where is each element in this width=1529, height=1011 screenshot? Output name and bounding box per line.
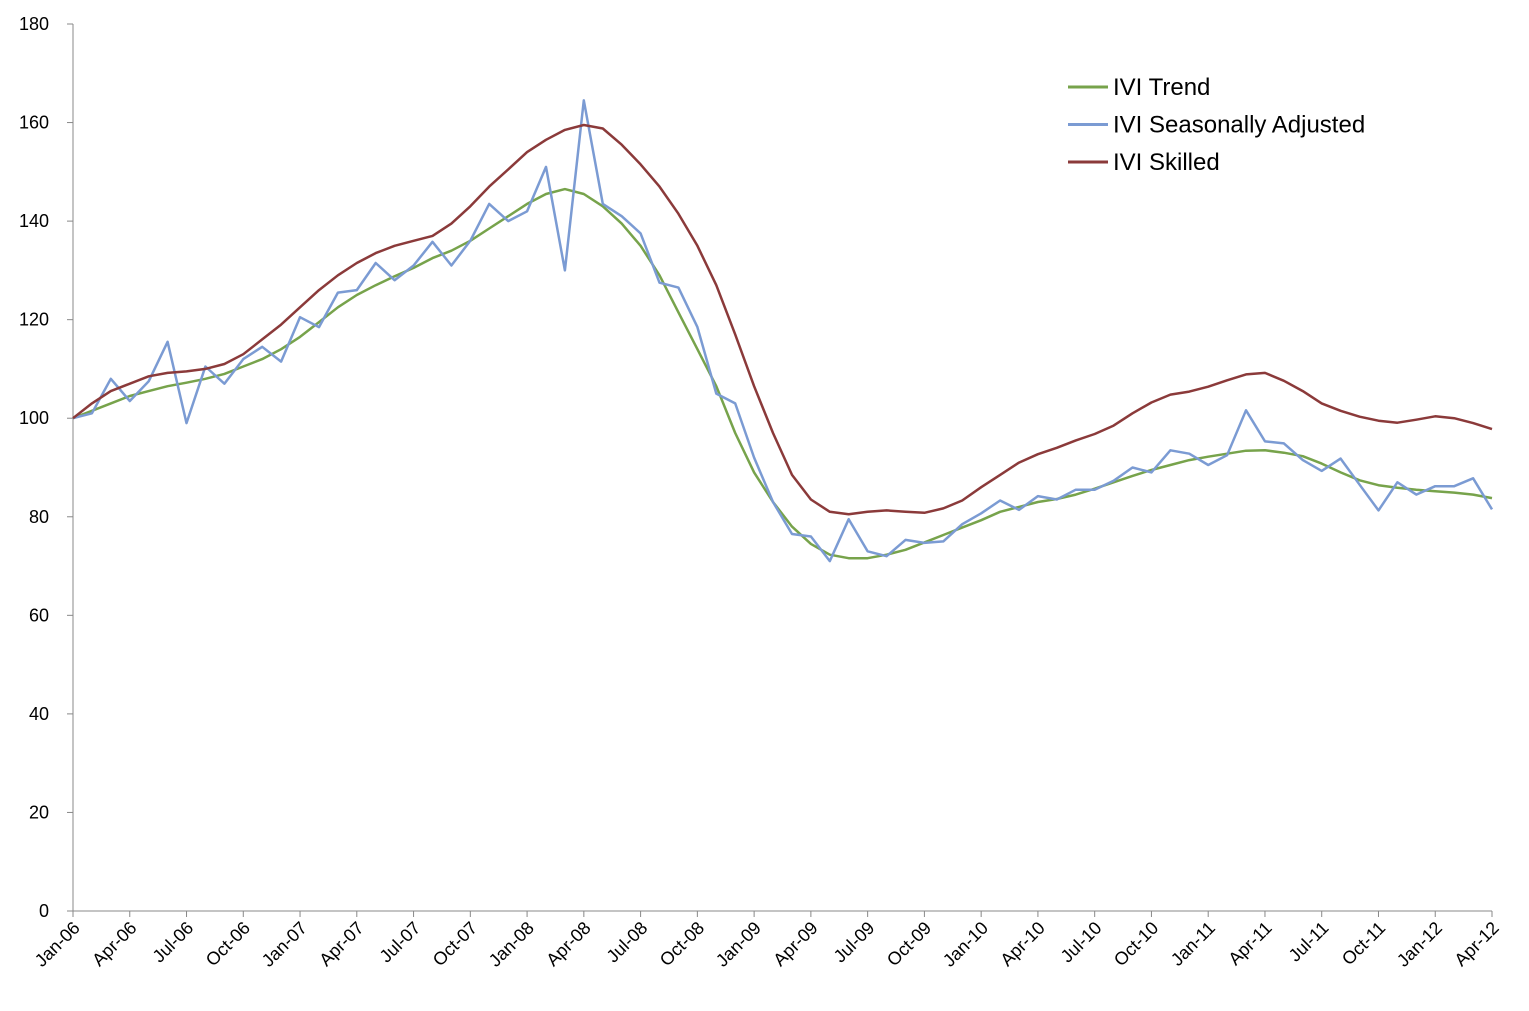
x-tick-label: Jan-09 [712, 918, 765, 971]
y-tick-label: 0 [39, 901, 49, 921]
legend-label: IVI Skilled [1113, 149, 1220, 176]
x-tick-label: Apr-07 [315, 918, 367, 970]
x-tick-label: Oct-07 [429, 918, 481, 970]
x-tick-label: Jan-07 [258, 918, 311, 971]
y-tick-label: 100 [19, 408, 49, 428]
x-tick-label: Jul-08 [603, 918, 652, 967]
y-tick-label: 80 [29, 507, 49, 527]
x-tick-label: Jan-12 [1393, 918, 1446, 971]
y-tick-label: 120 [19, 310, 49, 330]
x-tick-label: Apr-09 [769, 918, 821, 970]
x-tick-label: Jul-07 [376, 918, 425, 967]
x-tick-label: Apr-08 [542, 918, 594, 970]
series-line [72, 123, 1493, 516]
x-tick-label: Jan-08 [485, 918, 538, 971]
x-tick-label: Apr-11 [1224, 918, 1275, 969]
x-tick-label: Apr-06 [88, 918, 140, 970]
x-tick-label: Apr-10 [996, 918, 1048, 970]
y-tick-label: 180 [19, 14, 49, 34]
x-tick-label: Oct-10 [1110, 918, 1162, 970]
x-tick-label: Jul-06 [149, 918, 198, 967]
y-tick-label: 160 [19, 113, 49, 133]
x-tick-label: Jan-10 [939, 918, 992, 971]
x-tick-label: Oct-08 [656, 918, 708, 970]
x-tick-label: Apr-12 [1450, 918, 1502, 970]
x-tick-label: Jul-09 [830, 918, 879, 967]
x-tick-label: Jan-06 [31, 918, 84, 971]
y-tick-label: 20 [29, 802, 49, 822]
legend-label: IVI Seasonally Adjusted [1113, 112, 1365, 139]
x-tick-label: Oct-06 [202, 918, 254, 970]
x-tick-label: Jan-11 [1167, 918, 1219, 970]
x-tick-label: Oct-11 [1338, 918, 1389, 969]
legend-label: IVI Trend [1113, 74, 1210, 101]
series-line [72, 187, 1493, 560]
y-tick-label: 60 [29, 605, 49, 625]
y-tick-label: 40 [29, 704, 49, 724]
x-tick-label: Jul-10 [1057, 918, 1106, 967]
series-line [72, 99, 1494, 563]
y-tick-label: 140 [19, 211, 49, 231]
x-tick-label: Jul-11 [1285, 918, 1333, 966]
x-tick-label: Oct-09 [883, 918, 935, 970]
